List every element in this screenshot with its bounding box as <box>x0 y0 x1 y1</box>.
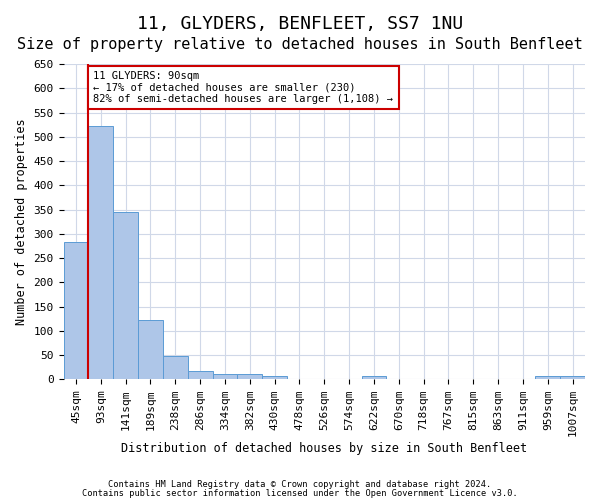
Bar <box>212 374 238 380</box>
Bar <box>64 242 88 380</box>
X-axis label: Distribution of detached houses by size in South Benfleet: Distribution of detached houses by size … <box>121 442 527 455</box>
Bar <box>535 376 560 380</box>
Y-axis label: Number of detached properties: Number of detached properties <box>15 118 28 325</box>
Bar <box>113 212 138 380</box>
Bar <box>188 371 212 380</box>
Text: Contains public sector information licensed under the Open Government Licence v3: Contains public sector information licen… <box>82 488 518 498</box>
Bar <box>88 126 113 380</box>
Text: 11 GLYDERS: 90sqm
← 17% of detached houses are smaller (230)
82% of semi-detache: 11 GLYDERS: 90sqm ← 17% of detached hous… <box>94 71 394 104</box>
Bar <box>362 376 386 380</box>
Text: Contains HM Land Registry data © Crown copyright and database right 2024.: Contains HM Land Registry data © Crown c… <box>109 480 491 489</box>
Bar <box>163 356 188 380</box>
Text: 11, GLYDERS, BENFLEET, SS7 1NU: 11, GLYDERS, BENFLEET, SS7 1NU <box>137 15 463 33</box>
Bar <box>138 320 163 380</box>
Bar <box>560 376 585 380</box>
Bar <box>262 376 287 380</box>
Bar <box>238 374 262 380</box>
Text: Size of property relative to detached houses in South Benfleet: Size of property relative to detached ho… <box>17 38 583 52</box>
